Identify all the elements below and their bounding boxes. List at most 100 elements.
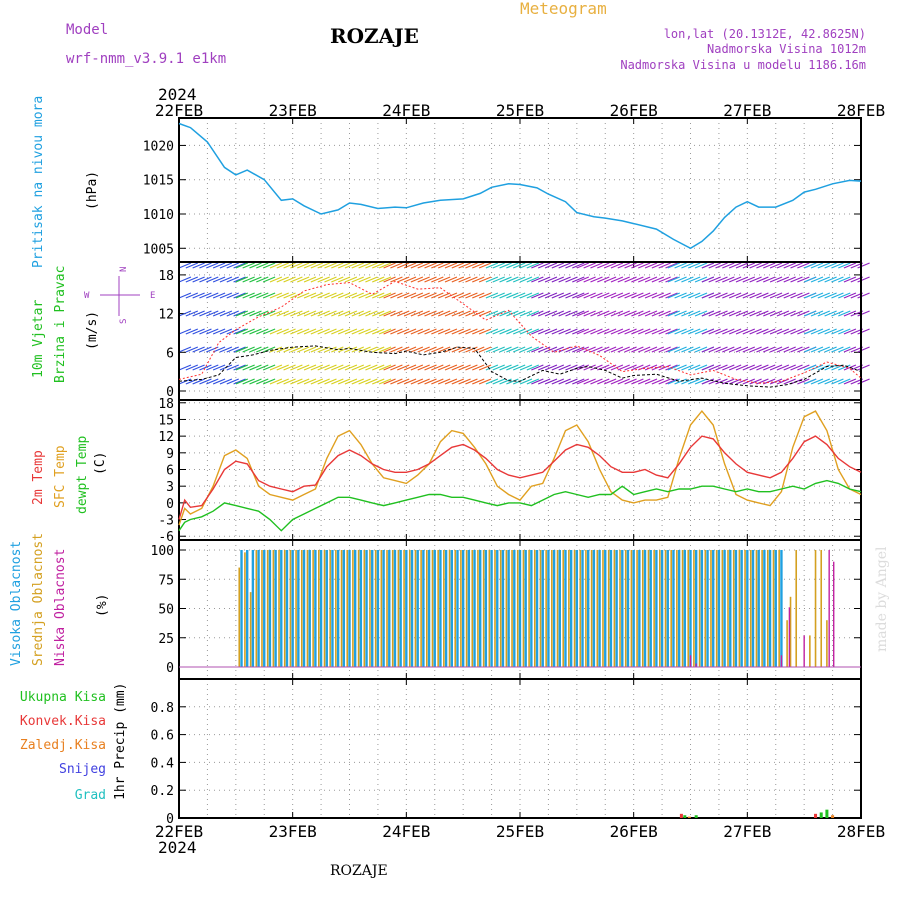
high-cloud-bar [757,550,760,667]
wind-barb-mark [499,378,512,385]
legend-frozen-rain: Zaledj.Kisa [20,738,106,753]
wind-barb-mark [192,262,205,269]
wind-barb-mark [637,292,651,299]
wind-barb-mark [783,262,796,269]
wind-barb-mark [526,310,540,317]
wind-barb-mark [499,346,512,353]
wind-barb-mark [324,262,337,269]
wind-barb-mark [722,378,735,385]
wind-barb-mark [769,310,783,317]
high-cloud-bar [712,550,715,667]
wind-barb-mark [249,310,262,317]
wind-barb-mark [383,328,396,335]
date-label-bottom: 27FEB [723,822,771,841]
wind-barb-mark [242,292,255,299]
wind-barb-mark [843,346,857,353]
wind-barb-mark [290,292,303,299]
wind-barb-mark [681,328,694,335]
wind-barb-mark [485,292,499,299]
mid-cloud-bar [414,550,417,667]
wind-barb-mark [728,276,742,283]
wind-barb-mark [358,262,371,269]
wind-barb-mark [206,262,219,269]
y-tick-label: 1010 [143,208,174,223]
low-cloud-bar [695,663,697,667]
wind-barb-mark [742,262,756,269]
compass-south: S [119,319,129,324]
wind-barb-mark [558,262,571,269]
wind-barb-mark [192,346,205,353]
wind-barb-mark [544,276,558,283]
wind-barb-mark [242,262,255,269]
high-cloud-bar [672,550,675,667]
wind-barb-mark [749,276,762,283]
mid-cloud-bar [732,550,735,667]
wind-barb-mark [590,262,603,269]
wind-barb-mark [296,262,310,269]
wind-barb-mark [610,276,624,283]
wind-barb-mark [262,262,276,269]
wind-barb-mark [708,310,721,317]
wind-barb-mark [256,310,269,317]
wind-unit: (m/s) [85,311,100,350]
wind-barb-mark [403,276,417,283]
wind-barb-mark [722,346,735,353]
wind-barb-mark [219,346,233,353]
wind-barb-mark [817,276,831,283]
year-label-bottom: 2024 [158,838,197,857]
wind-barb-mark [637,310,651,317]
high-cloud-bar [638,550,641,667]
wind-barb-mark [597,310,610,317]
wind-barb-mark [797,310,810,317]
wind-barb-mark [583,276,596,283]
wind-barb-mark [458,292,471,299]
wind-barb-mark [296,292,310,299]
high-cloud-bar [598,550,601,667]
wind-barb-mark [565,292,578,299]
wind-barb-mark [551,276,565,283]
wind-barb-mark [283,276,296,283]
wind-barb-mark [178,328,192,335]
lonlat-label: lon,lat (20.1312E, 42.8625N) [664,27,866,41]
wind-barb-mark [185,310,199,317]
wind-barb-mark [372,292,385,299]
low-cloud-bar [803,635,805,667]
wind-barb-mark [674,328,687,335]
wind-barb-mark [378,328,392,335]
wind-barb-mark [310,346,324,353]
wind-barb-mark [262,292,276,299]
station-title: ROZAJE [330,24,419,48]
wind-barb-mark [687,346,701,353]
wind-barb-mark [485,310,499,317]
high-cloud-bar [740,550,743,667]
wind-barb-mark [492,378,505,385]
mid-cloud-bar [761,550,763,667]
wind-barb-mark [351,292,365,299]
wind-barb-mark [256,262,269,269]
high-cloud-bar [348,550,351,667]
wind-barb-mark [519,292,533,299]
wind-barb-mark [531,262,544,269]
low-cloud-bar [788,607,791,667]
compass-north: N [119,267,129,272]
high-cloud-bar [552,550,556,667]
wind-barb-mark [715,276,728,283]
wind-barb-mark [358,364,371,371]
mid-cloud-bar [789,596,792,667]
wind-barb-mark [324,364,337,371]
wind-barb-mark [212,276,226,283]
wind-barb-mark [783,346,796,353]
wind-barb-mark [219,276,233,283]
wind-barb-mark [519,276,533,283]
high-cloud-bar [683,550,687,667]
high-cloud-bar [530,550,533,667]
wind-barb-mark [372,262,385,269]
wind-barb-mark [687,328,701,335]
mid-cloud-bar [602,550,604,667]
wind-barb-mark [558,292,571,299]
footer-station: ROZAJE [330,863,388,879]
wind-barb-mark [437,378,451,385]
wind-barb-mark [344,262,358,269]
wind-barb-mark [687,364,701,371]
wind-barb-mark [790,328,803,335]
